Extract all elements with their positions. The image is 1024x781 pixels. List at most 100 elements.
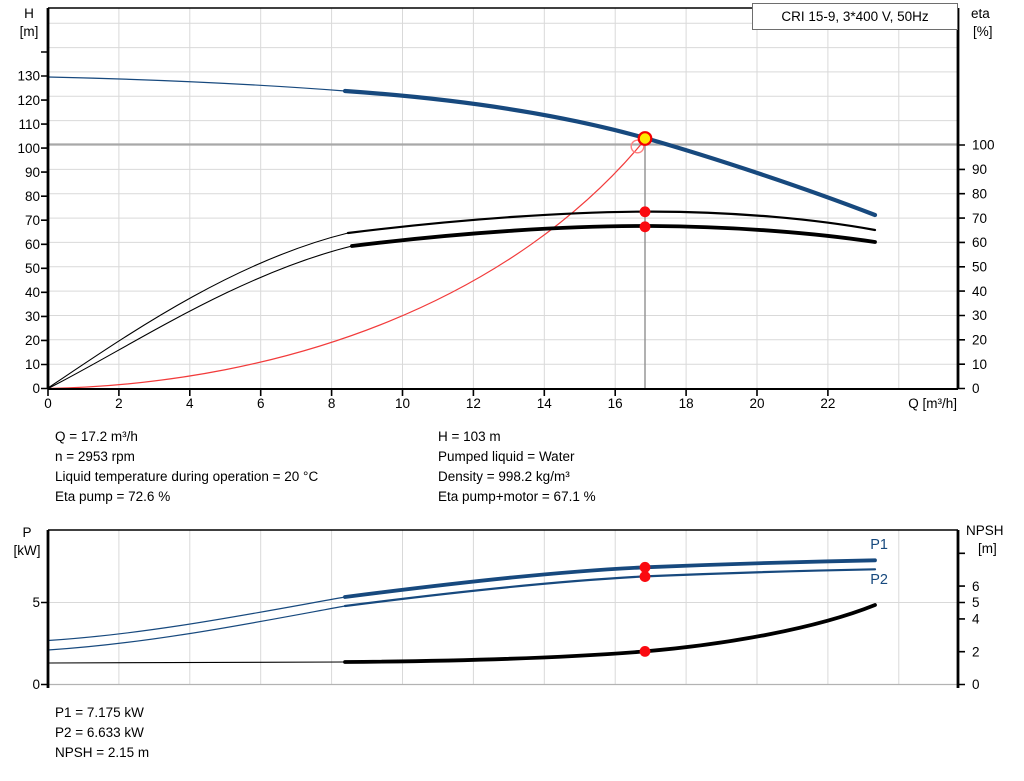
eta-tick: 20 — [972, 333, 987, 348]
info-line-q: Q = 17.2 m³/h — [55, 429, 138, 444]
npsh-tick: 2 — [972, 644, 980, 659]
q-tick: 4 — [186, 396, 194, 411]
eta-tick: 100 — [972, 138, 995, 153]
h-tick: 20 — [25, 333, 40, 348]
p1-curve-thin — [47, 596, 346, 642]
h-tick: 40 — [25, 285, 40, 300]
eta-pump-marker — [639, 206, 651, 218]
p-axis-label-symbol: P — [22, 525, 31, 540]
top-chart-frame — [41, 7, 965, 396]
q-tick: 8 — [328, 396, 336, 411]
info-line-rpm: n = 2953 rpm — [55, 449, 135, 464]
npsh-marker — [639, 646, 651, 657]
q-tick: 6 — [257, 396, 265, 411]
eta-tick: 90 — [972, 162, 987, 177]
p2-curve-label: P2 — [870, 572, 888, 588]
h-tick: 10 — [25, 357, 40, 372]
q-tick: 12 — [466, 396, 481, 411]
q-axis-unit-label: Q [m³/h] — [908, 396, 957, 411]
q-tick: 16 — [608, 396, 623, 411]
info-line-h: H = 103 m — [438, 429, 501, 444]
p-axis-tick-labels: 0 5 — [32, 595, 40, 692]
eta-pump-motor-curve-thin — [47, 245, 353, 389]
result-info: P1 = 7.175 kW P2 = 6.633 kW NPSH = 2.15 … — [55, 703, 149, 763]
eta-tick: 40 — [972, 284, 987, 299]
system-curve — [47, 139, 646, 390]
q-axis-tick-labels: 0 2 4 6 8 10 12 14 16 18 20 22 — [44, 396, 835, 411]
top-grid-vertical — [118, 8, 900, 389]
pump-title-text: CRI 15-9, 3*400 V, 50Hz — [781, 9, 929, 24]
q-tick: 0 — [44, 396, 52, 411]
q-tick: 2 — [115, 396, 123, 411]
h-axis-tick-marks — [41, 51, 48, 390]
bottom-grid — [48, 530, 958, 685]
npsh-curve-thin — [47, 661, 346, 664]
q-tick: 10 — [395, 396, 410, 411]
h-tick: 110 — [18, 117, 40, 132]
duty-point-marker[interactable] — [637, 131, 653, 146]
eta-pump-curve-thick — [346, 210, 877, 235]
eta-tick: 0 — [972, 381, 980, 396]
info-line-density: Density = 998.2 kg/m³ — [438, 469, 570, 484]
npsh-tick: 0 — [972, 677, 980, 692]
eta-axis-tick-marks — [958, 144, 965, 390]
eta-tick: 80 — [972, 186, 987, 201]
eta-axis-label-unit: [%] — [973, 24, 993, 39]
eta-axis-label-symbol: eta — [971, 6, 990, 21]
h-tick: 130 — [17, 69, 40, 84]
q-tick: 22 — [820, 396, 835, 411]
npsh-axis-tick-labels: 0 2 4 5 6 — [972, 579, 980, 692]
npsh-axis-label-symbol: NPSH — [966, 523, 1004, 538]
info-line-temperature: Liquid temperature during operation = 20… — [55, 469, 319, 484]
result-line-p2: P2 = 6.633 kW — [55, 725, 144, 740]
requested-duty-marker — [630, 139, 645, 154]
bottom-grid-vertical — [118, 530, 900, 685]
result-line-npsh: NPSH = 2.15 m — [55, 745, 150, 760]
eta-tick: 30 — [972, 308, 987, 323]
eta-tick: 10 — [972, 357, 987, 372]
eta-pump-curve-thin — [47, 232, 349, 389]
h-axis-label-symbol: H — [24, 6, 34, 21]
npsh-axis-tick-marks — [958, 552, 965, 686]
top-grid — [48, 8, 958, 389]
p2-curve-thin — [47, 605, 346, 651]
duty-info-left: Q = 17.2 m³/h n = 2953 rpm Liquid temper… — [55, 427, 318, 507]
qh-curve-thin — [47, 76, 346, 92]
p-axis-label-unit: [kW] — [14, 543, 41, 558]
h-tick: 100 — [17, 141, 40, 156]
eta-pump-motor-marker — [639, 221, 651, 233]
h-tick: 120 — [17, 93, 40, 108]
q-tick: 14 — [537, 396, 553, 411]
h-tick: 70 — [25, 213, 40, 228]
eta-tick: 60 — [972, 235, 987, 250]
npsh-curve-thick — [343, 603, 877, 664]
pump-title-box: CRI 15-9, 3*400 V, 50Hz — [752, 3, 958, 30]
h-tick: 50 — [25, 261, 40, 276]
duty-info-right: H = 103 m Pumped liquid = Water Density … — [438, 427, 596, 507]
q-axis-tick-marks — [47, 389, 829, 396]
bottom-chart-frame — [41, 529, 965, 688]
p-tick: 0 — [32, 677, 40, 692]
h-tick: 60 — [25, 237, 40, 252]
bottom-chart: 0 5 0 2 4 5 6 P [kW] NPSH [m] P1 P2 — [14, 523, 1004, 692]
eta-axis-tick-labels: 0 10 20 30 40 50 60 70 80 90 100 — [972, 138, 995, 397]
p-tick: 5 — [32, 595, 40, 610]
h-tick: 90 — [25, 165, 40, 180]
h-axis-tick-labels: 0 10 20 30 40 50 60 70 80 90 100 110 120… — [17, 69, 40, 397]
p1-curve-label: P1 — [870, 537, 888, 553]
p1-marker — [639, 561, 651, 573]
h-tick: 0 — [32, 381, 40, 396]
p2-marker — [639, 571, 651, 582]
info-line-eta-pump-motor: Eta pump+motor = 67.1 % — [438, 489, 596, 504]
qh-curve-thick[interactable] — [342, 88, 878, 218]
eta-tick: 50 — [972, 260, 987, 275]
h-axis-label-unit: [m] — [20, 24, 39, 39]
top-chart: 0 10 20 30 40 50 60 70 80 90 100 110 120… — [17, 6, 994, 411]
h-tick: 30 — [25, 309, 40, 324]
h-tick: 80 — [25, 189, 40, 204]
info-line-eta-pump: Eta pump = 72.6 % — [55, 489, 171, 504]
p-axis-tick-marks — [41, 601, 48, 686]
eta-tick: 70 — [972, 211, 987, 226]
npsh-tick: 5 — [972, 595, 980, 610]
